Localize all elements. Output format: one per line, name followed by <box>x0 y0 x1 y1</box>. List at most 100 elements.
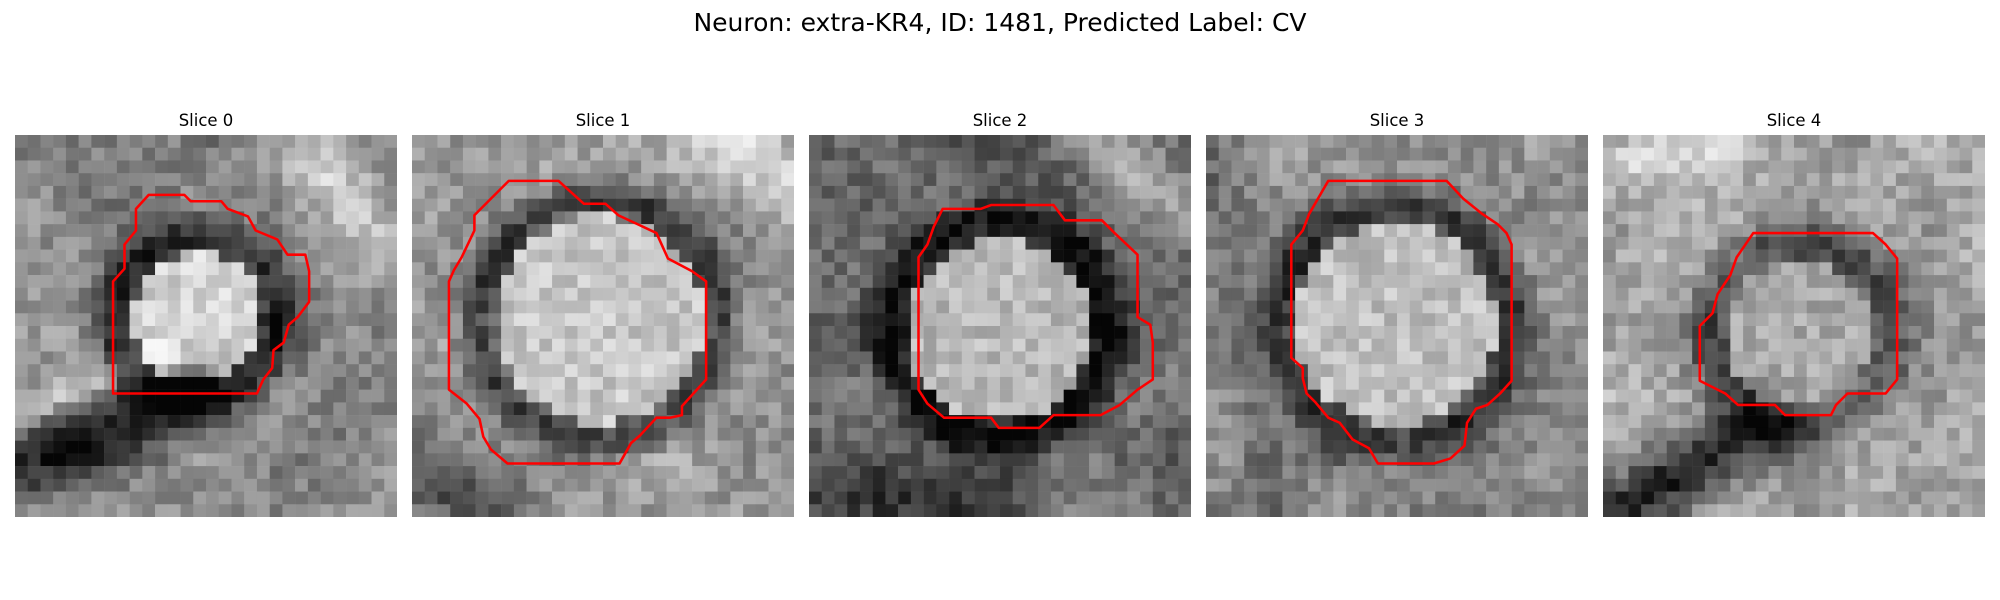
pixel <box>692 427 706 441</box>
pixel <box>1946 466 1960 480</box>
pixel <box>539 300 553 314</box>
pixel <box>1320 275 1334 289</box>
pixel <box>641 160 655 174</box>
pixel <box>936 287 950 301</box>
pixel <box>743 287 757 301</box>
pixel <box>1603 389 1616 403</box>
pixel <box>475 173 489 187</box>
pixel <box>1908 364 1922 378</box>
pixel <box>653 402 667 416</box>
pixel <box>1844 236 1858 250</box>
pixel <box>1575 211 1588 225</box>
pixel <box>1178 326 1191 339</box>
pixel <box>1908 198 1922 212</box>
pixel <box>1025 300 1039 314</box>
pixel <box>1615 338 1629 352</box>
pixel <box>244 147 258 161</box>
pixel <box>116 504 130 517</box>
pixel <box>1152 466 1166 480</box>
pixel <box>717 376 731 390</box>
pixel <box>1575 415 1588 429</box>
pixel <box>424 427 438 441</box>
pixel <box>218 326 232 339</box>
pixel <box>1409 135 1423 148</box>
pixel <box>1165 198 1179 212</box>
pixel <box>577 211 591 225</box>
pixel <box>307 466 321 480</box>
pixel <box>78 275 92 289</box>
pixel <box>552 135 566 148</box>
pixel <box>1269 173 1283 187</box>
pixel <box>1409 504 1423 517</box>
pixel <box>1295 313 1309 327</box>
pixel <box>155 389 169 403</box>
pixel <box>1384 313 1398 327</box>
pixel <box>231 198 245 212</box>
pixel <box>1628 415 1642 429</box>
pixel <box>1946 275 1960 289</box>
pixel <box>1498 338 1512 352</box>
pixel <box>539 466 553 480</box>
pixel <box>1397 466 1410 480</box>
pixel <box>1679 466 1693 480</box>
pixel <box>269 478 283 492</box>
pixel <box>590 415 604 429</box>
pixel <box>1511 440 1525 454</box>
pixel <box>653 185 667 199</box>
pixel <box>1575 160 1588 174</box>
pixel <box>1794 491 1807 505</box>
pixel <box>1781 198 1795 212</box>
pixel <box>704 249 718 263</box>
pixel <box>1679 440 1693 454</box>
pixel <box>590 198 604 212</box>
pixel <box>358 389 372 403</box>
pixel <box>1844 262 1858 276</box>
pixel <box>564 427 578 441</box>
pixel <box>1063 147 1077 161</box>
pixel <box>1076 376 1090 390</box>
pixel <box>320 478 334 492</box>
pixel <box>371 236 385 250</box>
pixel <box>847 300 861 314</box>
pixel <box>1152 224 1166 238</box>
pixel <box>244 402 258 416</box>
pixel <box>692 287 706 301</box>
pixel <box>1178 504 1191 517</box>
pixel <box>1562 415 1576 429</box>
pixel <box>1895 185 1909 199</box>
pixel <box>1575 440 1588 454</box>
pixel <box>15 236 28 250</box>
pixel <box>1603 453 1616 467</box>
pixel <box>53 402 67 416</box>
pixel <box>1114 160 1128 174</box>
pixel <box>501 313 515 327</box>
pixel <box>1114 440 1128 454</box>
pixel <box>1511 326 1525 339</box>
pixel <box>218 211 232 225</box>
pixel <box>1921 427 1935 441</box>
pixel <box>1575 185 1588 199</box>
pixel <box>1819 376 1833 390</box>
pixel <box>628 224 642 238</box>
pixel <box>142 224 156 238</box>
pixel <box>15 185 28 199</box>
pixel <box>1934 415 1948 429</box>
pixel <box>1307 211 1321 225</box>
pixel <box>1206 466 1219 480</box>
pixel <box>1959 415 1973 429</box>
pixel <box>358 376 372 390</box>
pixel <box>1295 173 1309 187</box>
pixel <box>679 135 693 148</box>
pixel <box>1409 427 1423 441</box>
pixel <box>615 173 629 187</box>
pixel <box>526 300 540 314</box>
pixel <box>936 135 950 148</box>
pixel <box>821 440 835 454</box>
pixel <box>1641 478 1655 492</box>
pixel <box>1615 453 1629 467</box>
pixel <box>1628 275 1642 289</box>
pixel <box>244 211 258 225</box>
pixel <box>475 300 489 314</box>
pixel <box>987 389 1001 403</box>
pixel <box>949 249 963 263</box>
